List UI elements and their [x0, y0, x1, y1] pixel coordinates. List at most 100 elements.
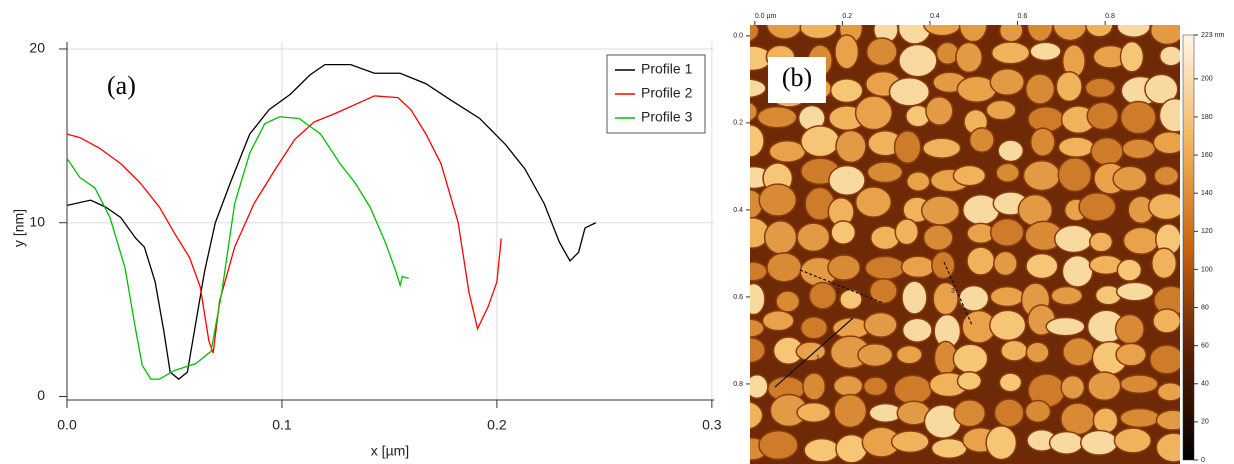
grain [854, 186, 893, 218]
grain [1115, 281, 1155, 302]
grain [1116, 25, 1151, 38]
grain [750, 78, 767, 99]
grain [758, 430, 799, 461]
y-tick-label: 0 [37, 387, 45, 403]
profile-marker: 2 [836, 288, 840, 295]
profile-line [67, 63, 597, 380]
grain [1022, 160, 1061, 192]
panel-label: (a) [107, 71, 136, 100]
grain [893, 374, 933, 405]
x-tick-label: 0.0 µm [755, 13, 777, 20]
grain [1122, 226, 1160, 255]
grain [1113, 427, 1152, 454]
x-tick-label: 0.1 [272, 417, 292, 433]
grain [968, 127, 995, 153]
grain [922, 137, 962, 159]
grain [931, 250, 956, 280]
profile-line [67, 116, 409, 380]
grain [799, 25, 838, 40]
grain [1025, 73, 1056, 105]
grain [834, 34, 860, 70]
grain [958, 25, 988, 43]
y-tick-label: 0.2 [733, 120, 743, 127]
grain [1087, 371, 1122, 402]
grain [956, 370, 983, 391]
y-tick-label: 0.4 [733, 207, 743, 214]
grain [750, 124, 765, 158]
colorbar-tick-label: 140 [1201, 190, 1213, 197]
grain [1048, 430, 1084, 455]
grain [1112, 165, 1148, 192]
grain [862, 376, 889, 397]
plot-lines [67, 63, 597, 380]
grain [925, 96, 954, 126]
x-tick-label: 0.2 [842, 13, 852, 20]
colorbar-tick-label: 0 [1201, 457, 1205, 464]
grain [1144, 73, 1179, 105]
grain [901, 280, 928, 315]
x-axis-label: x [µm] [371, 443, 409, 459]
grain [952, 164, 987, 187]
grain [765, 25, 803, 40]
grain [1088, 231, 1114, 253]
grain [1052, 25, 1088, 42]
grain [1078, 192, 1117, 222]
grain [1149, 25, 1180, 46]
grain [955, 41, 983, 74]
grain [828, 164, 866, 196]
y-tick-label: 0.0 [733, 33, 743, 40]
x-tick-label: 0.6 [1018, 13, 1028, 20]
grain [1120, 100, 1157, 135]
grain [775, 290, 801, 313]
grain [922, 25, 962, 37]
grain [803, 437, 841, 463]
grain [766, 252, 803, 283]
grain [750, 25, 760, 42]
grain [989, 286, 1025, 308]
legend-label: Profile 1 [641, 61, 693, 77]
grain [795, 341, 827, 362]
grain [1119, 407, 1161, 428]
grain [796, 401, 832, 423]
x-tick-label: 0.8 [1105, 13, 1115, 20]
grain [1060, 402, 1096, 436]
profile-marker: 1 [816, 355, 820, 362]
grain [750, 401, 764, 430]
grain [1057, 157, 1093, 193]
grain [761, 309, 795, 332]
profile-marker: 3 [951, 288, 955, 295]
grain [750, 337, 766, 364]
grain [993, 398, 1025, 428]
grain [1053, 224, 1094, 254]
colorbar-tick-label: 100 [1201, 266, 1213, 273]
profile-line [67, 95, 502, 354]
colorbar-tick-label: 60 [1201, 342, 1209, 349]
grain [1029, 127, 1056, 157]
grain [1025, 341, 1050, 364]
grain [1062, 337, 1095, 367]
grain [930, 437, 968, 459]
colorbar-tick-label: 180 [1201, 114, 1213, 121]
grain [869, 278, 898, 305]
colorbar-tick-label: 160 [1201, 152, 1213, 159]
grain [1147, 192, 1180, 221]
colorbar [1182, 34, 1195, 461]
grain [898, 43, 938, 78]
y-axis-label: y [nm] [11, 209, 27, 247]
x-tick-label: 0.0 [57, 417, 77, 433]
panel-label-box [768, 57, 826, 103]
grain [1151, 247, 1178, 280]
grain [901, 317, 933, 343]
grain [808, 281, 838, 310]
cross-section-lines [774, 261, 973, 388]
grain [1029, 41, 1062, 62]
grain [890, 430, 930, 454]
grain [1084, 77, 1116, 99]
grain [995, 162, 1020, 183]
grain [756, 105, 798, 129]
grain [997, 139, 1025, 163]
grain [1158, 45, 1180, 67]
grain [1114, 313, 1145, 345]
grain [768, 140, 807, 163]
